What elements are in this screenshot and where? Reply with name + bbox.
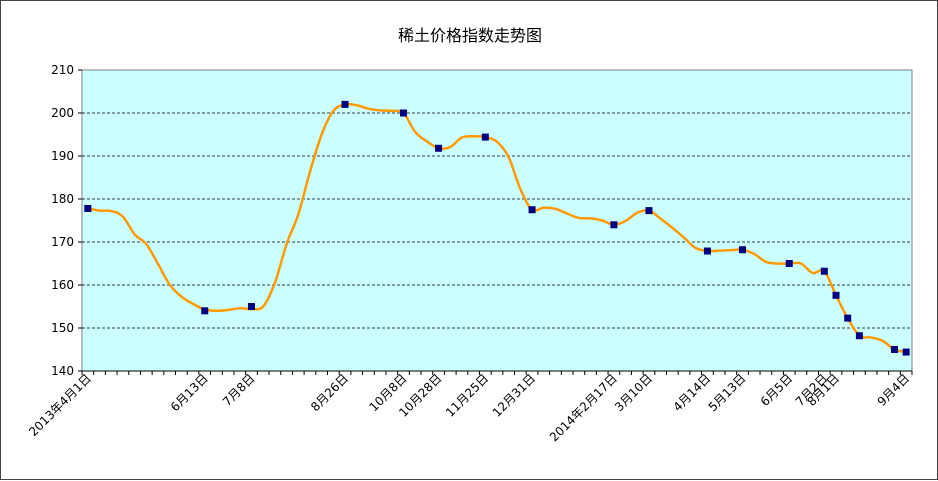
x-tick-label: 3月10日: [612, 371, 655, 414]
x-tick-label: 4月14日: [670, 371, 713, 414]
y-tick-label: 190: [51, 149, 74, 163]
data-point-marker: [785, 260, 793, 267]
x-tick-label: 11月25日: [443, 371, 491, 419]
data-point-marker: [84, 204, 92, 212]
series-markers: [84, 100, 910, 356]
data-point-marker: [890, 346, 898, 353]
data-point-marker: [435, 144, 443, 152]
data-point-marker: [399, 109, 407, 117]
x-tick-label: 5月13日: [706, 371, 749, 414]
data-point-marker: [844, 314, 852, 322]
data-point-marker: [855, 332, 863, 340]
data-point-marker: [820, 267, 828, 275]
y-tick-label: 140: [51, 364, 74, 378]
x-tick-label: 8月26日: [308, 371, 351, 414]
x-axis-tick-marks: [81, 370, 913, 375]
x-tick-label: 6月13日: [168, 371, 211, 414]
data-point-marker: [832, 291, 840, 299]
y-axis: 140 150 160 170 180 190 200 210: [51, 63, 82, 378]
data-point-marker: [703, 247, 711, 255]
series-line: [87, 102, 907, 354]
y-tick-label: 170: [51, 235, 74, 249]
data-point-marker: [528, 206, 536, 214]
y-tick-label: 200: [51, 106, 74, 120]
x-tick-label: 2014年2月17日: [547, 371, 620, 444]
data-point-marker: [610, 221, 618, 229]
data-point-marker: [201, 307, 209, 315]
data-point-marker: [645, 207, 653, 215]
x-tick-label: 7月8日: [220, 371, 258, 409]
series-price-index: [87, 102, 907, 354]
x-tick-label: 6月5日: [758, 371, 796, 409]
plot-area: [81, 69, 913, 372]
grid-lines: [82, 112, 912, 329]
data-point-marker: [902, 348, 910, 356]
x-tick-label: 2013年4月1日: [26, 371, 94, 439]
y-tick-label: 210: [51, 63, 74, 77]
data-point-marker: [738, 246, 746, 254]
y-tick-label: 160: [51, 278, 74, 292]
data-point-marker: [248, 303, 256, 310]
y-tick-label: 180: [51, 192, 74, 206]
x-axis: 2013年4月1日 6月13日 7月8日 8月26日 10月8日10月28日11月25日…: [26, 371, 912, 444]
y-tick-label: 150: [51, 321, 74, 335]
x-tick-label: 9月4日: [875, 371, 913, 409]
data-point-marker: [341, 100, 349, 108]
x-tick-label: 12月31日: [490, 371, 538, 419]
chart-title: 稀土价格指数走势图: [398, 26, 542, 45]
data-point-marker: [481, 133, 489, 141]
